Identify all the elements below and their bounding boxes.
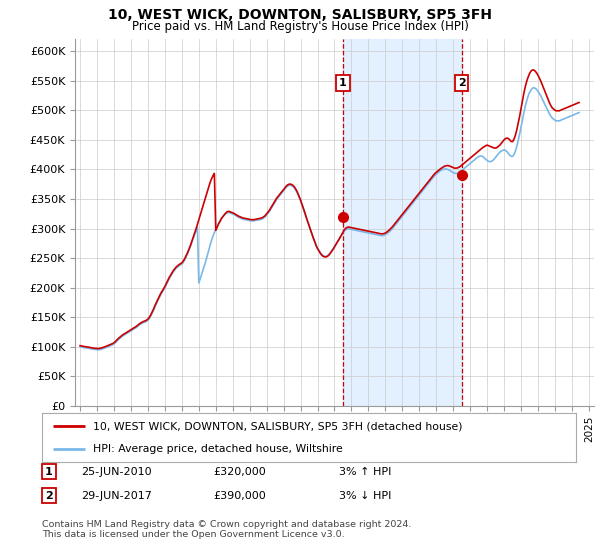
Text: Contains HM Land Registry data © Crown copyright and database right 2024.
This d: Contains HM Land Registry data © Crown c… (42, 520, 412, 539)
Text: 10, WEST WICK, DOWNTON, SALISBURY, SP5 3FH: 10, WEST WICK, DOWNTON, SALISBURY, SP5 3… (108, 8, 492, 22)
Text: £390,000: £390,000 (213, 491, 266, 501)
Text: 3% ↓ HPI: 3% ↓ HPI (339, 491, 391, 501)
Text: 25-JUN-2010: 25-JUN-2010 (81, 466, 152, 477)
Text: 29-JUN-2017: 29-JUN-2017 (81, 491, 152, 501)
Text: 2: 2 (458, 78, 466, 88)
Text: £320,000: £320,000 (213, 466, 266, 477)
Text: 2: 2 (45, 491, 53, 501)
Bar (343, 39, 462, 406)
Text: 10, WEST WICK, DOWNTON, SALISBURY, SP5 3FH (detached house): 10, WEST WICK, DOWNTON, SALISBURY, SP5 3… (93, 421, 462, 431)
Text: 1: 1 (339, 78, 347, 88)
Text: HPI: Average price, detached house, Wiltshire: HPI: Average price, detached house, Wilt… (93, 444, 343, 454)
Text: Price paid vs. HM Land Registry's House Price Index (HPI): Price paid vs. HM Land Registry's House … (131, 20, 469, 33)
Text: 3% ↑ HPI: 3% ↑ HPI (339, 466, 391, 477)
Text: 1: 1 (45, 466, 53, 477)
